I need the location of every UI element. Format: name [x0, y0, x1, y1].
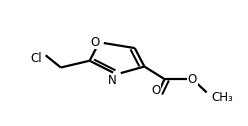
Text: CH₃: CH₃: [212, 91, 233, 104]
Text: O: O: [151, 84, 160, 97]
Text: N: N: [108, 74, 117, 87]
Text: O: O: [90, 36, 99, 49]
Text: Cl: Cl: [30, 52, 42, 65]
Text: O: O: [188, 73, 197, 86]
